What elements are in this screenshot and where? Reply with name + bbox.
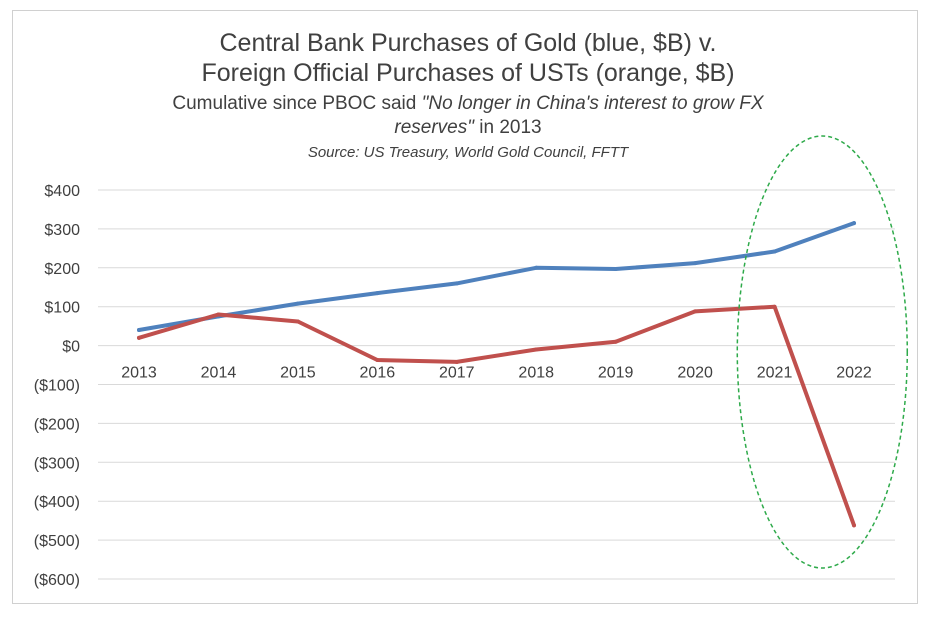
x-tick-label: 2020 xyxy=(677,365,713,382)
subtitle-quote-part2: reserves" xyxy=(394,117,474,138)
x-tick-label: 2016 xyxy=(360,365,396,382)
annotation-ellipse xyxy=(736,135,909,569)
data-point xyxy=(375,291,380,296)
data-point xyxy=(613,339,618,344)
chart-source: Source: US Treasury, World Gold Council,… xyxy=(307,144,629,161)
x-tick-label: 2019 xyxy=(598,365,634,382)
y-tick-label: $400 xyxy=(44,183,80,200)
data-point xyxy=(693,261,698,266)
data-point xyxy=(454,359,459,364)
y-tick-label: $300 xyxy=(44,222,80,239)
y-tick-label: ($300) xyxy=(34,455,80,472)
x-tick-label: 2014 xyxy=(201,365,237,382)
data-point xyxy=(852,221,856,226)
data-point xyxy=(772,249,777,254)
y-tick-label: $0 xyxy=(62,339,80,356)
x-tick-label: 2013 xyxy=(121,365,157,382)
data-point xyxy=(454,281,459,286)
x-tick-label: 2021 xyxy=(757,365,793,382)
subtitle-prefix: Cumulative since PBOC said xyxy=(172,93,422,114)
chart-title-line1: Central Bank Purchases of Gold (blue, $B… xyxy=(219,29,717,57)
x-tick-label: 2015 xyxy=(280,365,316,382)
y-tick-label: ($500) xyxy=(34,533,80,550)
data-point xyxy=(295,319,300,324)
data-point xyxy=(137,328,141,333)
data-point xyxy=(375,357,380,362)
data-point xyxy=(295,301,300,306)
data-point xyxy=(613,266,618,271)
data-point xyxy=(693,309,698,314)
series-line-2 xyxy=(137,304,856,528)
y-tick-label: ($200) xyxy=(34,416,80,433)
y-tick-label: ($400) xyxy=(34,494,80,511)
subtitle-quote-part1: "No longer in China's interest to grow F… xyxy=(421,93,764,114)
data-point xyxy=(772,304,777,309)
x-tick-label: 2022 xyxy=(836,365,872,382)
data-point xyxy=(216,312,221,317)
series-line-1 xyxy=(137,221,856,332)
y-tick-label: ($600) xyxy=(34,572,80,589)
chart-subtitle-line2: reserves" in 2013 xyxy=(0,116,936,140)
data-point xyxy=(137,335,141,340)
x-tick-label: 2017 xyxy=(439,365,475,382)
data-point xyxy=(852,523,856,528)
data-point xyxy=(534,347,539,352)
data-point xyxy=(534,265,539,270)
chart-title-line2: Foreign Official Purchases of USTs (oran… xyxy=(201,59,735,87)
y-tick-label: ($100) xyxy=(34,378,80,395)
y-tick-label: $200 xyxy=(44,261,80,278)
chart-subtitle-line1: Cumulative since PBOC said "No longer in… xyxy=(0,92,936,116)
subtitle-suffix: in 2013 xyxy=(473,117,542,138)
x-tick-label: 2018 xyxy=(518,365,554,382)
y-tick-label: $100 xyxy=(44,300,80,317)
